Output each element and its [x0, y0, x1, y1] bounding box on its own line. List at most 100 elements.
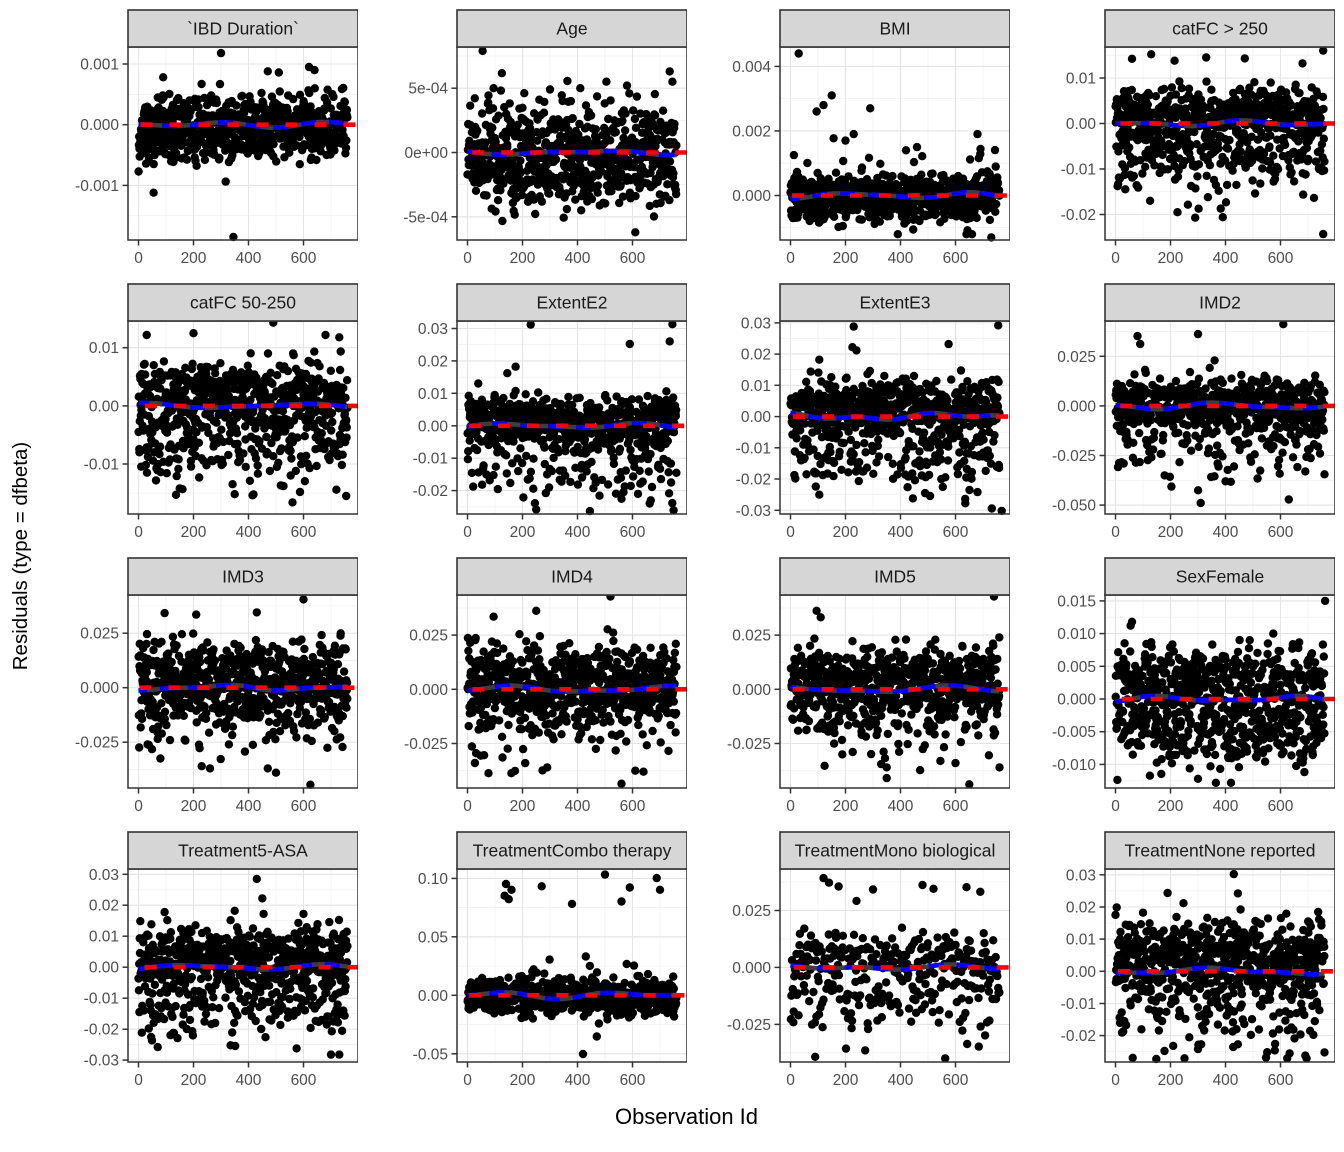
x-tick-label: 600 — [620, 524, 646, 541]
x-tick-label: 0 — [1111, 250, 1120, 267]
y-tick-label: 0.03 — [89, 867, 119, 884]
x-tick-label: 200 — [1158, 1072, 1184, 1089]
facet-treatmentmono-biological: 0 200 400 600 0.025 0.000 -0.025 TreatmentMono … — [727, 831, 1010, 1089]
facet-ibd-duration: 0 200 400 600 0.001 0.000 -0.001 `IBD Duration` — [75, 9, 358, 268]
facet-strip — [127, 283, 358, 322]
x-tick-label: 200 — [181, 1072, 207, 1089]
y-tick-label: -0.05 — [413, 1046, 448, 1063]
axis-ticks: 0 200 400 600 0.025 0.000 -0.025 — [75, 626, 317, 815]
facet-catfc-50-250: 0 200 400 600 0.01 0.00 -0.01 catFC 50-250 — [84, 283, 358, 541]
facet-title: TreatmentMono biological — [795, 841, 996, 861]
facet-sexfemale: 0 200 400 600 0.015 0.010 0.005 0.000 -0.005 -0.0… — [1052, 557, 1335, 815]
facet-imd3: 0 200 400 600 0.025 0.000 -0.025 IMD3 — [75, 557, 358, 815]
y-tick-label: 0.02 — [1066, 900, 1096, 917]
x-tick-label: 600 — [620, 798, 646, 815]
y-tick-label: -0.025 — [404, 736, 448, 753]
y-tick-label: 0.000 — [409, 682, 448, 699]
x-tick-label: 400 — [888, 798, 914, 815]
x-tick-label: 600 — [291, 524, 317, 541]
y-tick-label: 0.00 — [741, 409, 772, 426]
facet-title: TreatmentNone reported — [1125, 841, 1316, 861]
facet-title: IMD3 — [222, 567, 264, 587]
smooth-line — [790, 410, 1000, 422]
x-tick-label: 600 — [943, 1072, 969, 1089]
scatter-points — [786, 321, 1006, 516]
x-tick-label: 0 — [134, 250, 143, 267]
y-tick-label: 0.005 — [1057, 659, 1096, 676]
facet-catfc-250: 0 200 400 600 0.01 0.00 -0.01 -0.02 catFC > 250 — [1061, 9, 1335, 267]
y-tick-label: 0.025 — [732, 628, 771, 645]
x-tick-label: 400 — [565, 1072, 591, 1089]
y-tick-label: 0.01 — [89, 340, 119, 357]
y-tick-label: 0.03 — [418, 321, 448, 338]
smooth-line — [467, 990, 677, 1002]
y-tick-label: -0.010 — [1052, 757, 1096, 774]
x-tick-label: 0 — [463, 798, 472, 815]
x-tick-label: 0 — [463, 1072, 472, 1089]
axis-ticks: 0 200 400 600 0.001 0.000 -0.001 — [75, 57, 317, 268]
y-tick-label: -0.025 — [1052, 448, 1096, 465]
x-tick-label: 0 — [786, 524, 795, 541]
y-tick-label: -0.005 — [1052, 724, 1096, 741]
panel-gridlines — [780, 869, 1010, 1062]
y-tick-label: 0.01 — [89, 929, 119, 946]
y-tick-label: 0.004 — [732, 59, 771, 76]
facet-extente3: 0 200 400 600 0.03 0.02 0.01 0.00 -0.01 -0.02 -0.0… — [736, 283, 1010, 541]
facet-title: `IBD Duration` — [187, 19, 299, 39]
x-tick-label: 600 — [291, 798, 317, 815]
smooth-line — [1115, 400, 1325, 412]
y-tick-label: -0.03 — [84, 1053, 119, 1070]
x-tick-label: 0 — [786, 798, 795, 815]
x-tick-label: 600 — [1268, 250, 1294, 267]
facet-title: SexFemale — [1176, 567, 1265, 587]
x-tick-label: 400 — [888, 524, 914, 541]
y-tick-label: 0.000 — [732, 682, 771, 699]
y-tick-label: 0.01 — [1066, 71, 1096, 88]
y-tick-label: -0.01 — [84, 991, 119, 1008]
facet-grid: 0 200 400 600 0.001 0.000 -0.001 `IBD Duration`… — [38, 8, 1335, 1104]
y-tick-label: 0.02 — [741, 347, 771, 364]
y-tick-label: -0.02 — [1061, 1028, 1096, 1045]
y-tick-label: 0.00 — [1066, 964, 1097, 981]
y-tick-label: 0e+00 — [404, 145, 448, 162]
x-tick-label: 200 — [1158, 524, 1184, 541]
y-tick-label: 0.001 — [80, 57, 119, 74]
x-tick-label: 0 — [786, 250, 795, 267]
y-axis-title: Residuals (type = dfbeta) — [9, 441, 32, 671]
facet-title: IMD5 — [874, 567, 916, 587]
x-tick-label: 200 — [181, 250, 207, 267]
axis-ticks: 0 200 400 600 0.03 0.02 0.01 0.00 -0.01 -0.02 — [1061, 867, 1294, 1089]
x-tick-label: 200 — [510, 1072, 536, 1089]
facet-imd5: 0 200 400 600 0.025 0.000 -0.025 IMD5 — [727, 557, 1010, 815]
y-tick-label: 0.01 — [741, 378, 771, 395]
y-tick-label: -0.01 — [1061, 162, 1096, 179]
x-tick-label: 200 — [510, 524, 536, 541]
facet-strip — [456, 9, 687, 48]
facet-strip — [779, 557, 1010, 596]
facet-strip — [127, 557, 358, 596]
facet-imd2: 0 200 400 600 0.025 0.000 -0.025 -0.050 IMD2 — [1052, 283, 1335, 541]
facet-age: 0 200 400 600 5e-04 0e+00 -5e-04 Age — [403, 9, 687, 267]
x-tick-label: 400 — [1213, 250, 1239, 267]
y-tick-label: -0.050 — [1052, 498, 1096, 515]
x-tick-label: 600 — [943, 798, 969, 815]
x-tick-label: 0 — [463, 250, 472, 267]
x-tick-label: 200 — [1158, 798, 1184, 815]
x-tick-label: 0 — [463, 524, 472, 541]
x-tick-label: 600 — [1268, 798, 1294, 815]
y-tick-label: 0.000 — [80, 680, 119, 697]
y-tick-label: -0.02 — [413, 483, 448, 500]
x-tick-label: 400 — [1213, 1072, 1239, 1089]
x-tick-label: 200 — [510, 798, 536, 815]
x-tick-label: 400 — [565, 250, 591, 267]
smooth-line — [1115, 693, 1325, 705]
facet-strip — [779, 283, 1010, 322]
facet-title: TreatmentCombo therapy — [473, 841, 672, 861]
y-tick-label: -0.02 — [1061, 207, 1096, 224]
y-tick-label: 0.10 — [418, 871, 449, 888]
x-tick-label: 600 — [291, 250, 317, 267]
x-tick-label: 600 — [620, 1072, 646, 1089]
facet-imd4: 0 200 400 600 0.025 0.000 -0.025 IMD4 — [404, 557, 687, 815]
y-tick-label: 0.010 — [1057, 626, 1096, 643]
facet-title: catFC > 250 — [1172, 19, 1268, 39]
